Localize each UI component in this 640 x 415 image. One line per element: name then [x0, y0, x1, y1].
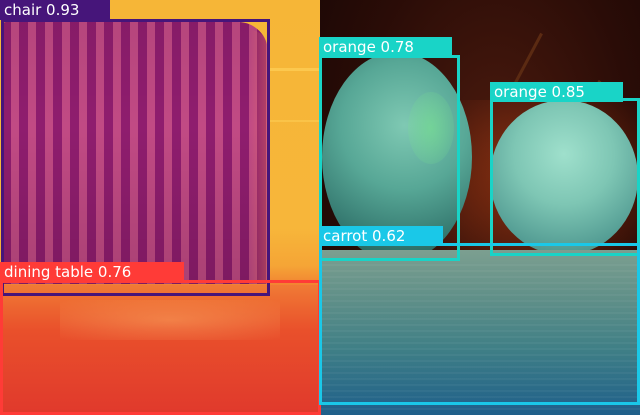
chair-shading [2, 22, 268, 284]
table-photo [0, 285, 320, 415]
chair-edge [250, 30, 268, 284]
chair-table-photo [0, 0, 320, 415]
chair-photo [2, 22, 268, 284]
dining-table-box [0, 280, 321, 415]
orange-left-label: orange 0.78 [319, 37, 452, 57]
orange-photo [490, 100, 638, 255]
chair-label: chair 0.93 [0, 0, 110, 20]
wall-highlight [270, 68, 320, 71]
wall-highlight [270, 120, 320, 122]
oranges-carrot-photo [320, 0, 640, 415]
orange-right-box [490, 98, 640, 256]
dining-table-label: dining table 0.76 [0, 262, 184, 282]
carrot-photo [320, 250, 640, 415]
stem [512, 32, 543, 88]
carrot-box [319, 243, 640, 405]
chair-box [1, 19, 270, 296]
orange-right-label: orange 0.85 [490, 82, 623, 102]
carrot-texture [320, 260, 640, 410]
carrot-label: carrot 0.62 [319, 226, 443, 246]
table-glare [60, 300, 280, 340]
orange-highlight [408, 92, 454, 164]
